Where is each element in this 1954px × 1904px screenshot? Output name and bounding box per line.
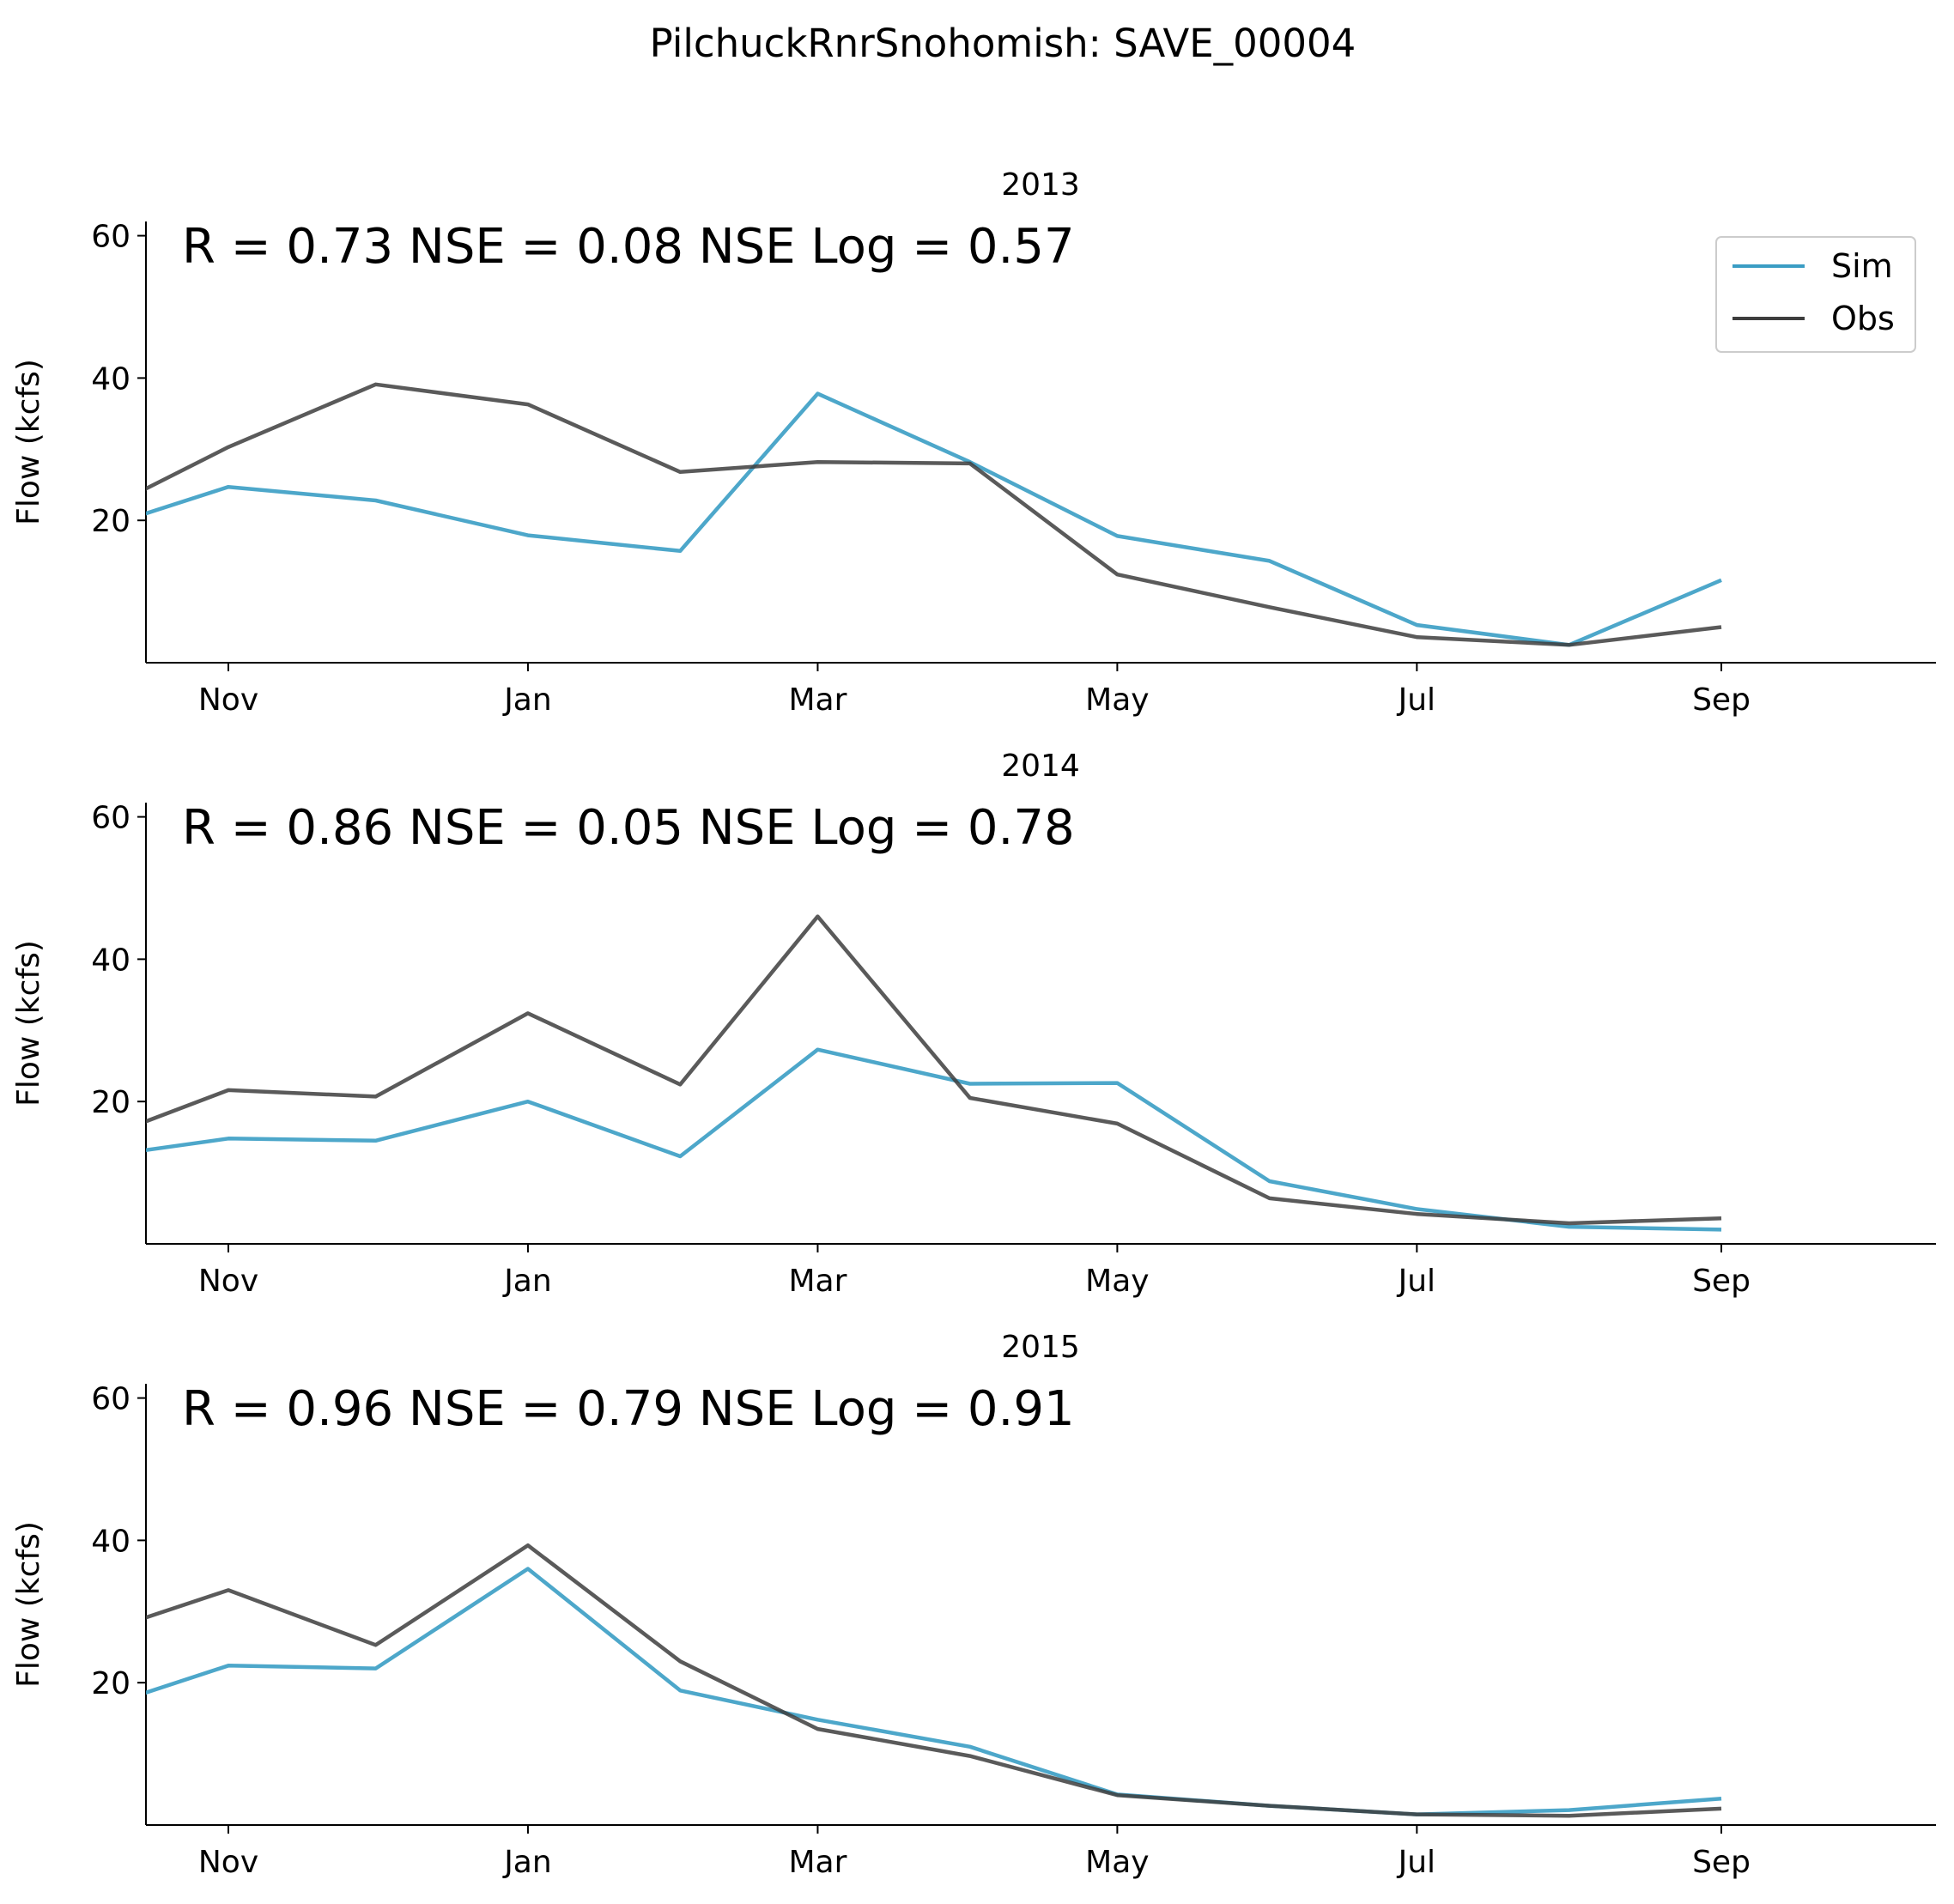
panel-2015: 2015 20 40 60 Nov Jan Mar May Jul Sep Flow (kcfs) R…	[11, 1330, 1936, 1880]
stats-annotation: R = 0.73 NSE = 0.08 NSE Log = 0.57	[182, 219, 1075, 275]
legend: Sim Obs	[1715, 236, 1916, 353]
y-tick-label: 20	[91, 1666, 130, 1701]
y-tick-label: 40	[91, 361, 130, 397]
stats-annotation: R = 0.86 NSE = 0.05 NSE Log = 0.78	[182, 800, 1075, 856]
y-tick-label: 60	[91, 1382, 130, 1417]
series-line-obs	[146, 382, 1722, 647]
x-tick-label: Jan	[502, 1845, 552, 1880]
x-tick-label: Nov	[198, 1264, 258, 1299]
x-tick-label: Mar	[788, 1845, 847, 1880]
x-tick-label: Jan	[502, 682, 552, 718]
panel-title: 2013	[1001, 167, 1080, 203]
series-line-obs	[146, 1543, 1722, 1818]
x-tick-label: Nov	[198, 1845, 258, 1880]
y-tick-label: 40	[91, 943, 130, 978]
series-line-sim	[146, 1047, 1722, 1232]
x-tick-label: Jul	[1397, 1264, 1435, 1299]
stats-annotation: R = 0.96 NSE = 0.79 NSE Log = 0.91	[182, 1381, 1075, 1437]
x-tick-label: May	[1085, 1264, 1149, 1299]
legend-obs-label: Obs	[1831, 300, 1895, 337]
x-tick-label: Sep	[1692, 1845, 1751, 1880]
x-tick-label: Jul	[1397, 1845, 1435, 1880]
y-axis-label: Flow (kcfs)	[11, 1521, 46, 1688]
panel-title: 2015	[1001, 1330, 1080, 1365]
x-tick-label: Mar	[788, 682, 847, 718]
x-tick-label: Jul	[1397, 682, 1435, 718]
panel-2013: 2013 20 40 60 Nov Jan Mar May Jul Sep Flow (kcfs) R…	[11, 167, 1936, 718]
x-tick-label: Mar	[788, 1264, 847, 1299]
y-tick-label: 20	[91, 1085, 130, 1120]
y-tick-label: 60	[91, 220, 130, 255]
y-tick-label: 20	[91, 504, 130, 539]
x-tick-label: Jan	[502, 1264, 552, 1299]
series-line-obs	[146, 914, 1722, 1226]
panel-title: 2014	[1001, 749, 1080, 784]
legend-sim-label: Sim	[1831, 247, 1893, 285]
y-tick-label: 40	[91, 1524, 130, 1559]
series-line-sim	[146, 1567, 1722, 1816]
x-tick-label: May	[1085, 1845, 1149, 1880]
x-tick-label: Sep	[1692, 1264, 1751, 1299]
x-tick-label: Nov	[198, 682, 258, 718]
y-axis-label: Flow (kcfs)	[11, 940, 46, 1107]
panel-2014: 2014 20 40 60 Nov Jan Mar May Jul Sep Flow (kcfs) R…	[11, 749, 1936, 1299]
figure-title: PilchuckRnrSnohomish: SAVE_00004	[650, 21, 1356, 66]
y-tick-label: 60	[91, 801, 130, 836]
x-tick-label: May	[1085, 682, 1149, 718]
x-tick-label: Sep	[1692, 682, 1751, 718]
series-line-sim	[146, 391, 1722, 647]
panels: 2013 20 40 60 Nov Jan Mar May Jul Sep Flow (kcfs) R…	[11, 167, 1936, 1880]
y-axis-label: Flow (kcfs)	[11, 359, 46, 525]
